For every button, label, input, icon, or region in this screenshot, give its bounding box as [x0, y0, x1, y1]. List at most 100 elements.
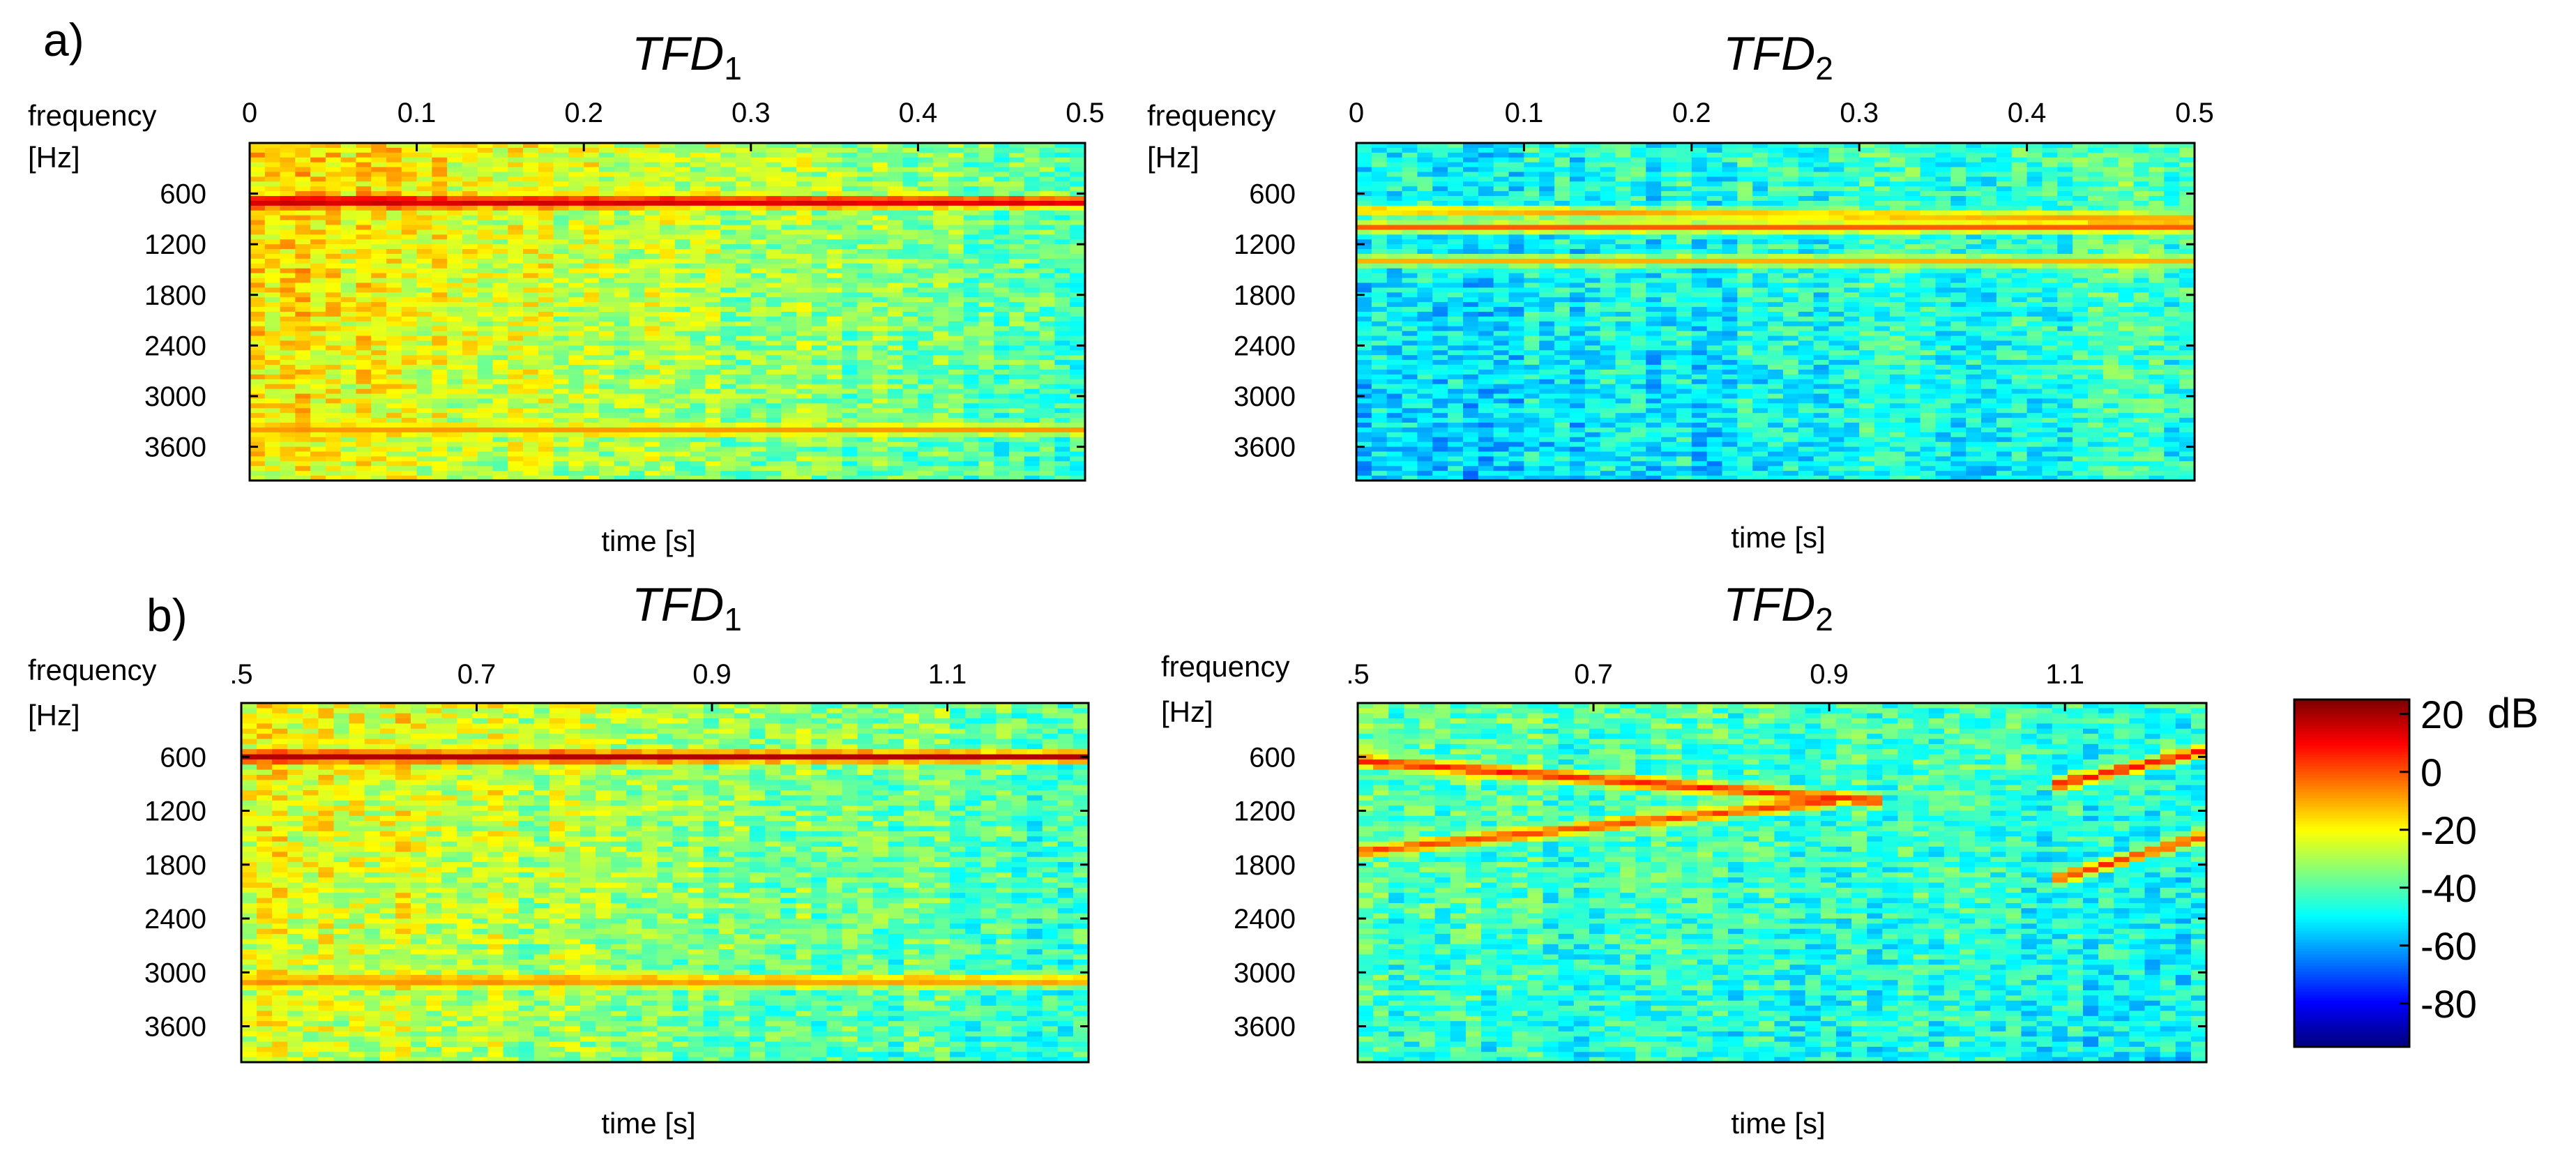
heatmap-cell [477, 403, 494, 409]
heatmap-cell [280, 239, 296, 245]
heatmap-cell [1402, 249, 1418, 255]
heatmap-cell [1371, 437, 1388, 443]
heatmap-cell [371, 307, 387, 312]
heatmap-cell [614, 451, 630, 458]
heatmap-cell [447, 365, 463, 370]
heatmap-cell [508, 413, 524, 418]
heatmap-cell [1478, 302, 1494, 308]
heatmap-cell [826, 186, 843, 192]
heatmap-cell [371, 186, 387, 192]
heatmap-cell [432, 374, 448, 380]
heatmap-cell [1417, 258, 1434, 264]
heatmap-cell [1524, 297, 1540, 303]
heatmap-cell [340, 437, 357, 443]
heatmap-cell [674, 244, 691, 250]
heatmap-cell [1493, 312, 1510, 317]
heatmap-cell [295, 254, 311, 259]
heatmap-cell [401, 167, 418, 173]
heatmap-cell [1508, 466, 1525, 471]
heatmap-cell [1539, 263, 1555, 269]
heatmap-cell [963, 355, 980, 361]
heatmap-cell [280, 466, 296, 471]
heatmap-cell [584, 162, 600, 168]
heatmap-cell [1070, 398, 1086, 405]
heatmap-cell [416, 307, 433, 312]
heatmap-cell [553, 340, 570, 347]
heatmap-cell [1039, 393, 1056, 400]
heatmap-cell [796, 167, 812, 173]
heatmap-cell [462, 176, 478, 183]
heatmap-cell [1448, 287, 1464, 294]
heatmap-cell [477, 360, 494, 365]
heatmap-cell [857, 423, 873, 428]
heatmap-cell [371, 413, 387, 418]
heatmap-cell [1371, 200, 1388, 206]
heatmap-cell [1070, 331, 1086, 337]
heatmap-cell [918, 220, 934, 226]
heatmap-cell [842, 388, 858, 395]
heatmap-cell [1524, 476, 1540, 481]
heatmap-cell [538, 432, 554, 438]
heatmap-cell [933, 152, 949, 158]
heatmap-cell [781, 418, 797, 423]
heatmap-cell [994, 167, 1010, 173]
heatmap-cell [826, 181, 843, 188]
heatmap-cell [508, 321, 524, 327]
heatmap-cell [432, 427, 448, 433]
chart-title: TFD1 [632, 27, 742, 86]
heatmap-cell [280, 249, 296, 255]
heatmap-cell [1402, 437, 1418, 443]
heatmap-cell [1584, 287, 1601, 294]
heatmap-cell [371, 239, 387, 245]
heatmap-cell [1569, 200, 1586, 206]
heatmap-cell [538, 302, 554, 308]
heatmap-cell [781, 254, 797, 259]
heatmap-cell [1569, 244, 1586, 250]
heatmap-cell [1402, 365, 1418, 370]
heatmap-cell [386, 287, 402, 294]
heatmap-cell [629, 196, 646, 202]
heatmap-cell [720, 258, 736, 264]
heatmap-cell [250, 287, 266, 294]
heatmap-cell [1508, 335, 1525, 342]
heatmap-cell [644, 229, 660, 236]
heatmap-cell [310, 143, 326, 149]
heatmap-cell [598, 427, 615, 433]
heatmap-cell [584, 432, 600, 438]
heatmap-cell [705, 302, 722, 308]
heatmap-cell [872, 441, 888, 448]
heatmap-cell [1371, 331, 1388, 337]
heatmap-cell [371, 278, 387, 284]
heatmap-cell [750, 456, 767, 462]
heatmap-cell [1493, 258, 1510, 264]
heatmap-cell [826, 393, 843, 400]
heatmap-cell [1539, 350, 1555, 356]
heatmap-cell [584, 350, 600, 356]
heatmap-cell [1493, 196, 1510, 202]
heatmap-cell [1493, 471, 1510, 476]
heatmap-cell [842, 423, 858, 428]
heatmap-cell [994, 398, 1010, 405]
heatmap-cell [614, 143, 630, 149]
heatmap-cell [963, 302, 980, 308]
heatmap-cell [1070, 466, 1086, 471]
heatmap-cell [508, 369, 524, 375]
heatmap-cell [918, 258, 934, 264]
heatmap-cell [553, 413, 570, 418]
heatmap-cell [811, 200, 828, 206]
heatmap-cell [264, 384, 281, 390]
heatmap-cell [887, 172, 904, 178]
heatmap-cell [1554, 418, 1570, 423]
heatmap-cell [447, 340, 463, 347]
heatmap-cell [432, 143, 448, 149]
heatmap-cell [1432, 360, 1448, 365]
heatmap-cell [598, 461, 615, 467]
heatmap-cell [295, 220, 311, 226]
heatmap-cell [705, 244, 722, 250]
heatmap-cell [280, 244, 296, 250]
heatmap-cell [492, 446, 509, 453]
heatmap-cell [720, 176, 736, 183]
heatmap-cell [340, 263, 357, 269]
heatmap-cell [1493, 456, 1510, 462]
heatmap-cell [416, 369, 433, 375]
